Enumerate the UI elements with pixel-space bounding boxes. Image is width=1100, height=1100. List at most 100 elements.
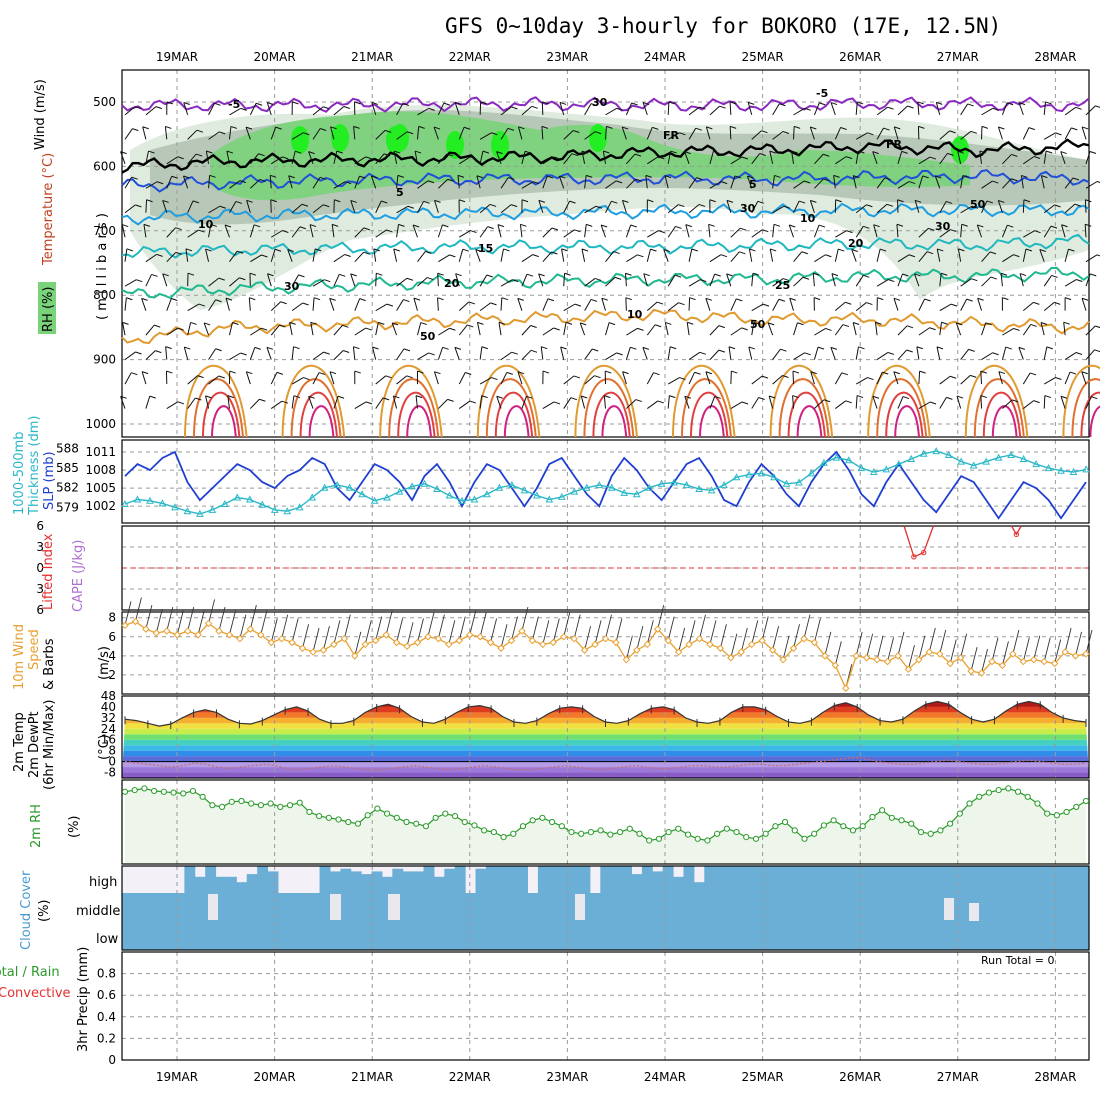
wind-barb — [541, 126, 544, 140]
wind-barb-10m — [490, 618, 498, 643]
wind-barb-flag — [245, 126, 253, 130]
thickness-point — [770, 473, 778, 481]
rh-point — [947, 820, 954, 827]
cloud-low-bar — [641, 921, 653, 950]
wind-barb — [141, 298, 147, 311]
wind-speed-point — [810, 638, 819, 647]
wind-barb — [642, 102, 648, 116]
thickness-point — [258, 500, 267, 508]
cloud-high-bar — [933, 866, 944, 893]
rh-point — [607, 831, 614, 838]
wind-barb — [584, 205, 597, 214]
wind-barb-flag — [573, 130, 580, 134]
wind-barb — [417, 352, 429, 361]
contour-label: 50 — [750, 318, 766, 331]
cloud-middle-bar — [194, 893, 206, 921]
wind-barb — [500, 351, 513, 361]
wind-barb-flag — [603, 150, 610, 154]
cloud-low-bar — [413, 921, 425, 950]
wind-barb — [479, 226, 489, 238]
total-rain-label: Total / Rain — [0, 965, 60, 980]
wind-barb — [208, 277, 220, 287]
wind-barb — [333, 151, 338, 164]
rh-point — [665, 828, 672, 836]
li-tick: 3 — [36, 582, 44, 596]
cloud-low-bar — [423, 921, 435, 950]
wind-barb-flag — [293, 346, 300, 350]
wind-barb-flag — [318, 372, 326, 376]
diurnal-loop — [308, 405, 335, 438]
cloud-middle-bar — [142, 893, 154, 921]
wind-barb — [145, 106, 157, 116]
wind-barb-flag — [468, 301, 476, 305]
wind-barb-flag — [696, 177, 703, 181]
wind-speed-point — [915, 655, 923, 664]
wind-barb-flag — [501, 297, 508, 301]
wind-barb-flag — [845, 156, 853, 160]
wind-barb-flag — [989, 251, 997, 255]
wind-barb-flag — [1091, 396, 1098, 400]
wind-barb-flag — [842, 324, 850, 328]
wind-barb — [667, 302, 679, 312]
wind-barb-flag — [802, 276, 810, 280]
isotherm--5 — [121, 96, 1090, 113]
wind-barb — [542, 298, 549, 311]
wind-barb — [458, 324, 468, 336]
wind-barb-flag — [156, 253, 163, 257]
rh-point — [675, 825, 682, 832]
wind-barb — [208, 375, 220, 385]
thickness-point — [807, 469, 816, 477]
p8-frame — [121, 951, 1090, 1061]
wind-barb — [960, 103, 969, 116]
rh-2m-label: 2m RH — [29, 804, 44, 848]
thickness-point — [345, 483, 354, 491]
rh-color-key — [38, 282, 56, 334]
wind-barb-flag — [936, 346, 944, 350]
wind-barb — [375, 229, 387, 238]
wind-barb-flag — [810, 126, 817, 130]
wind-barb — [1064, 177, 1074, 189]
wind-barb-flag — [323, 204, 330, 208]
wind-barb — [458, 156, 471, 165]
cloud-high-bar — [953, 866, 965, 893]
wind-barb — [688, 248, 693, 262]
wind-barb — [308, 396, 314, 409]
wind-barb-flag — [205, 248, 212, 252]
wind-barb-flag — [398, 223, 405, 227]
wind-barb-10m — [1085, 629, 1093, 655]
cloud-middle-bar — [881, 893, 892, 921]
cloud-middle-bar — [933, 893, 944, 921]
dewpt-2m-label: 2m DewPt — [27, 711, 42, 778]
rh-point — [490, 828, 497, 836]
cloud-low-bar — [621, 921, 632, 950]
rh-point — [451, 813, 459, 820]
wind-barb — [458, 127, 465, 140]
wind-barb-flag — [1034, 230, 1041, 234]
thickness-point — [183, 507, 192, 515]
wind-barb — [647, 230, 659, 238]
wind-barb-flag — [825, 254, 832, 258]
wind-barb-flag — [752, 272, 760, 276]
wind-barb-flag — [949, 130, 956, 134]
wind-barb-flag — [581, 150, 589, 154]
cloud-low-bar — [329, 921, 341, 950]
wind-label: Wind (m/s) — [33, 79, 48, 150]
wind-10m-label: 10m Wind — [12, 624, 27, 690]
wind-barb — [208, 131, 220, 140]
cloud-middle-bar — [641, 893, 653, 921]
thickness-line — [124, 450, 1087, 515]
wind-barb — [792, 395, 795, 409]
wind-barb-flag — [1051, 274, 1058, 278]
wind-barb-flag — [142, 126, 149, 130]
wind-barb-flag — [669, 395, 676, 399]
wind-barb — [579, 322, 586, 336]
wind-barb — [580, 395, 586, 409]
wind-barb — [479, 302, 491, 312]
diurnal-loop — [1089, 405, 1100, 438]
cloud-middle-bar — [173, 893, 185, 921]
top-date-27mar: 27MAR — [937, 50, 979, 64]
wind-speed-point — [570, 634, 578, 643]
wind-barb-flag — [393, 395, 400, 399]
wind-barb-flag — [1041, 175, 1048, 179]
